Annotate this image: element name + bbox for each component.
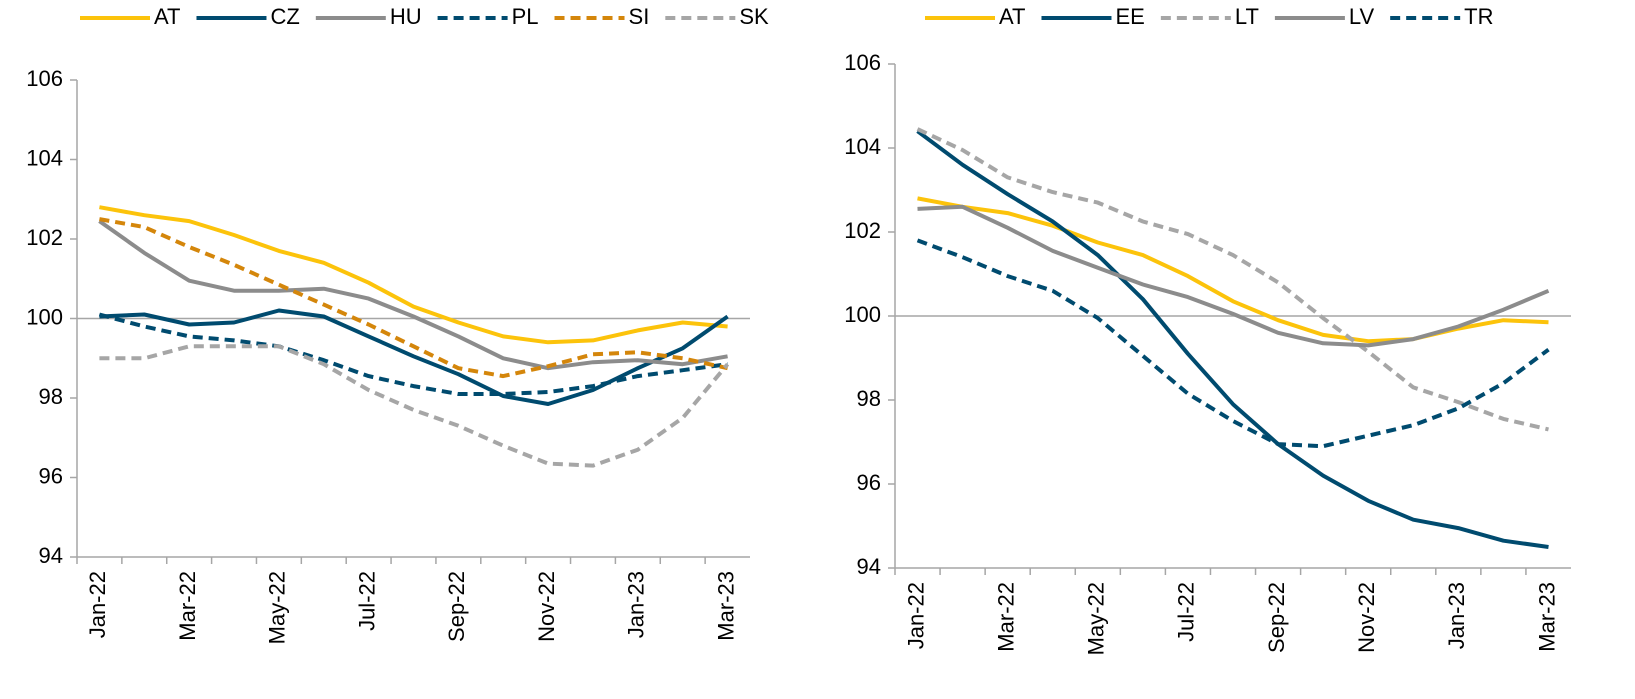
series-line (99, 308, 729, 406)
x-tick-label: Jan-23 (1444, 582, 1469, 649)
series-line (99, 205, 728, 345)
y-tick-label: 100 (26, 304, 63, 329)
legend-label: SK (739, 4, 769, 29)
legend-label: HU (390, 4, 422, 29)
x-tick-label: Mar-22 (993, 582, 1018, 652)
y-tick-label: 106 (844, 50, 881, 75)
series-line (99, 217, 729, 379)
x-tick-label: Mar-23 (713, 571, 738, 641)
y-tick-label: 94 (857, 554, 881, 579)
y-tick-label: 98 (857, 386, 881, 411)
y-tick-label: 104 (26, 145, 63, 170)
legend-label: CZ (270, 4, 299, 29)
x-tick-label: Sep-22 (444, 571, 469, 642)
x-tick-label: Mar-23 (1534, 582, 1559, 652)
legend-label: AT (154, 4, 180, 29)
y-tick-label: 102 (26, 225, 63, 250)
series-line (98, 219, 728, 371)
series-line (916, 127, 1549, 432)
y-tick-label: 96 (39, 463, 63, 488)
series-line (917, 196, 1549, 344)
x-tick-label: Sep-22 (1264, 582, 1289, 653)
legend-label: LT (1235, 4, 1259, 29)
x-tick-label: Jul-22 (354, 571, 379, 631)
x-tick-label: Jul-22 (1174, 582, 1199, 642)
legend-label: TR (1464, 4, 1493, 29)
x-tick-label: May-22 (1084, 582, 1109, 655)
x-tick-label: Jan-22 (85, 571, 110, 638)
series-line (98, 312, 728, 396)
series-line (917, 204, 1550, 348)
series-line (916, 129, 1549, 549)
series-line (916, 238, 1550, 449)
series-line (99, 344, 730, 468)
y-tick-label: 98 (39, 384, 63, 409)
y-tick-label: 94 (39, 543, 63, 568)
x-tick-label: Nov-22 (534, 571, 559, 642)
x-tick-label: Jan-23 (624, 571, 649, 638)
legend-label: EE (1115, 4, 1144, 29)
y-tick-label: 100 (844, 302, 881, 327)
x-tick-label: Nov-22 (1354, 582, 1379, 653)
legend-label: AT (999, 4, 1025, 29)
legend-label: SI (629, 4, 650, 29)
y-tick-label: 104 (844, 134, 881, 159)
x-tick-label: Mar-22 (175, 571, 200, 641)
y-tick-label: 106 (26, 66, 63, 91)
x-tick-label: May-22 (265, 571, 290, 644)
x-tick-label: Jan-22 (903, 582, 928, 649)
legend-label: LV (1349, 4, 1375, 29)
y-tick-label: 96 (857, 470, 881, 495)
y-tick-label: 102 (844, 218, 881, 243)
legend-label: PL (512, 4, 539, 29)
